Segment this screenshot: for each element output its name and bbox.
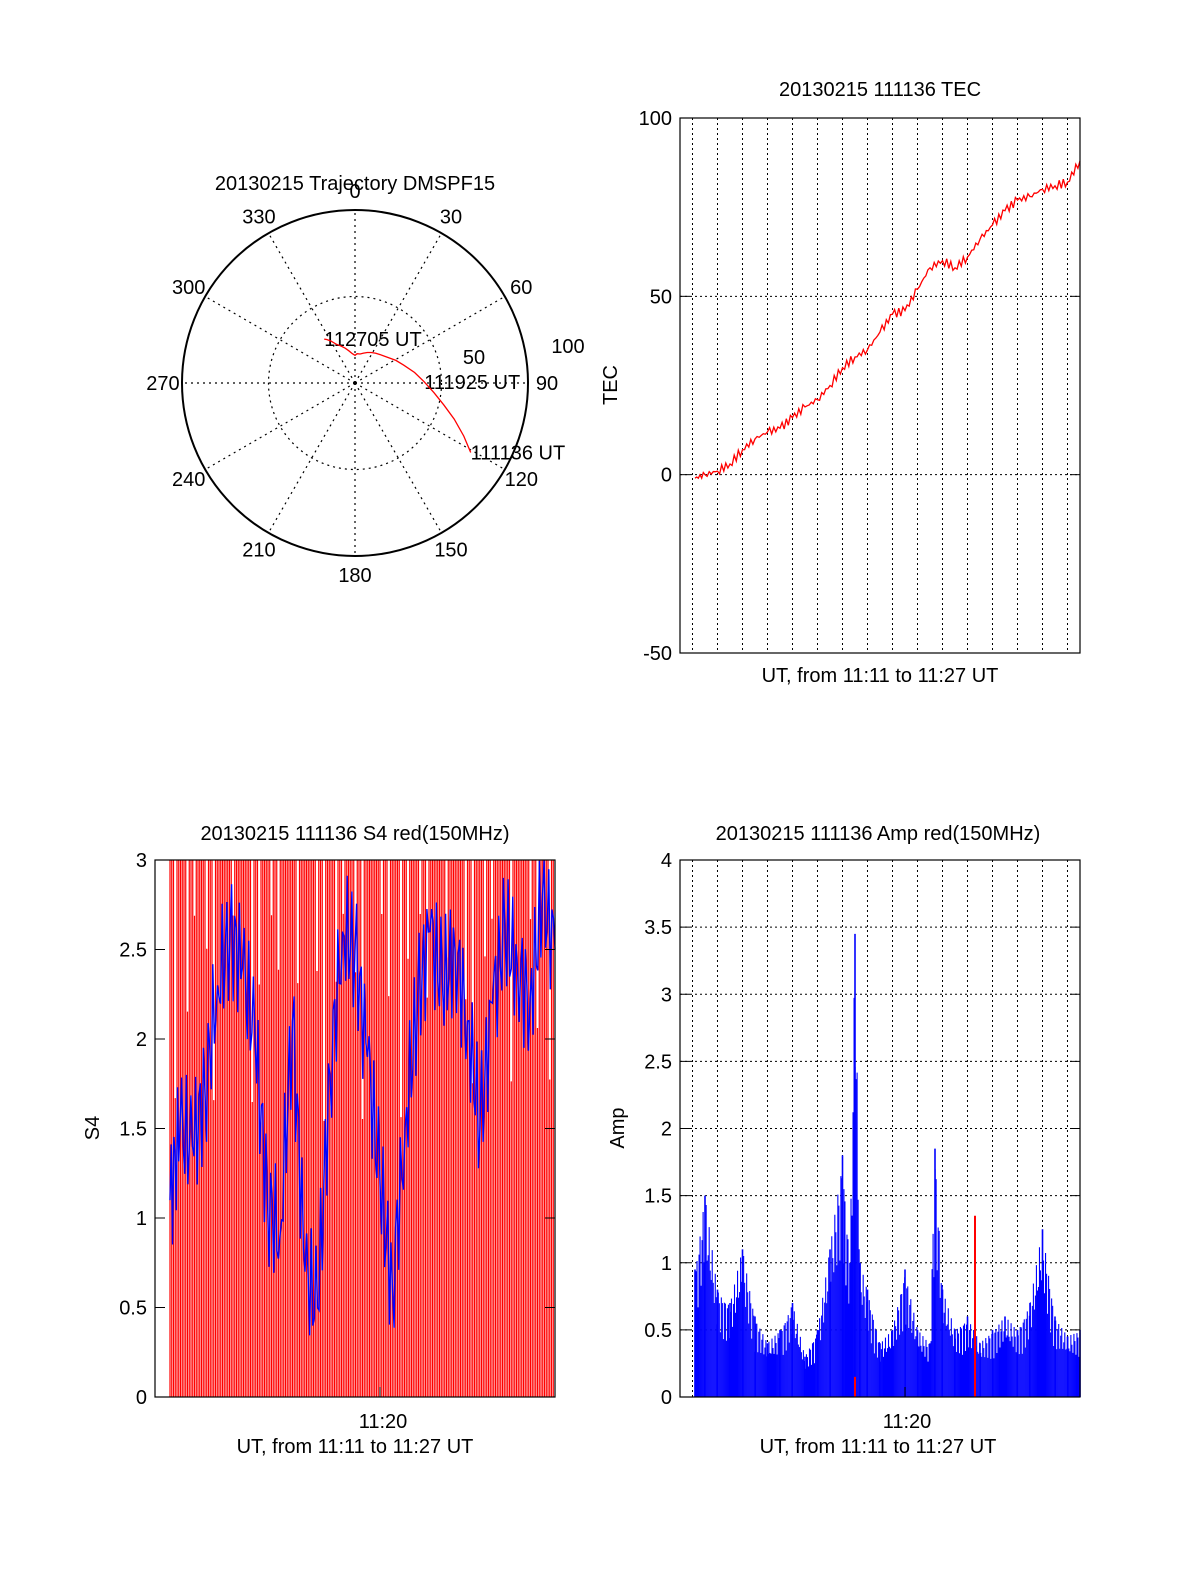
polar-time-annotation: 112705 UT [324,329,421,351]
polar-azimuth-label: 120 [505,469,538,491]
s4-ytick-label: 1 [136,1208,147,1230]
polar-time-annotation: 111136 UT [471,442,566,464]
polar-spoke [354,382,443,534]
s4-ytick-label: 0 [136,1387,147,1409]
polar-series [324,338,472,453]
polar-azimuth-label: 210 [242,539,275,561]
polar-time-annotation: 111925 UT [424,372,520,394]
polar-azimuth-label: 90 [536,373,558,395]
tec-xlabel: UT, from 11:11 to 11:27 UT [762,665,999,687]
tec-ytick-label: 100 [639,108,672,130]
polar-azimuth-label: 240 [172,469,205,491]
s4-ytick-label: 2.5 [119,940,147,962]
polar-azimuth-label: 0 [349,181,360,203]
tec-ytick-label: -50 [643,643,672,665]
tec-line [694,160,1081,481]
polar-azimuth-label: 30 [440,207,462,229]
polar-azimuth-label: 150 [434,539,467,561]
polar-spoke [354,295,506,384]
s4-title: 20130215 111136 S4 red(150MHz) [200,823,509,845]
s4-blue-line [169,859,556,1336]
polar-spoke [267,232,356,384]
tec-series [694,160,1081,481]
polar-azimuth-label: 60 [510,277,532,299]
s4-axes: 0 0.5 1 1.5 2 2.5 3 [119,850,556,1409]
polar-grid [181,209,529,557]
amp-ytick-label: 2.5 [644,1051,672,1073]
amp-ylabel: Amp [607,1107,629,1148]
amp-panel: 20130215 111136 Amp red(150MHz) 0 0.5 1 1.5… [607,823,1081,1458]
polar-radial-label: 100 [551,336,584,358]
polar-spoke [267,382,356,534]
s4-ytick-label: 0.5 [119,1298,147,1320]
amp-ytick-label: 4 [661,850,672,872]
s4-frame [154,859,556,1398]
polar-spoke [204,382,356,471]
polar-title: 20130215 Trajectory DMSPF15 [215,173,495,195]
s4-ytick-label: 1.5 [119,1119,147,1141]
polar-spoke [354,232,443,384]
polar-azimuth-label: 300 [172,277,205,299]
polar-radial-label: 50 [463,347,485,369]
amp-ytick-label: 0.5 [644,1320,672,1342]
tec-title: 20130215 111136 TEC [779,79,981,101]
polar-azimuth-label: 330 [242,207,275,229]
tec-axes: -50 0 50 100 [639,108,1081,665]
amp-ytick-label: 1 [661,1253,672,1275]
amp-xtick: 11:20 [883,1411,932,1433]
polar-trajectory-line [324,338,472,453]
amp-series [694,933,1081,1397]
polar-spoke [354,382,506,471]
amp-title: 20130215 111136 Amp red(150MHz) [716,823,1041,845]
amp-ytick-label: 1.5 [644,1186,672,1208]
s4-series [169,859,556,1397]
s4-ytick-label: 2 [136,1029,147,1051]
tec-panel: 20130215 111136 TEC -50 0 50 100 UT, from 1… [600,79,1081,687]
amp-frame [679,859,1081,1398]
amp-ytick-label: 2 [661,1119,672,1141]
tec-ytick-label: 50 [650,286,672,308]
polar-labels: 0 30 60 90 120 150 180 210 240 270 300 330 50 100 1127… [146,181,584,587]
polar-spoke [204,295,356,384]
amp-ytick-label: 0 [661,1387,672,1409]
polar-panel: 20130215 Trajectory DMSPF15 0 30 60 90 120 15… [146,173,584,587]
s4-xtick: 11:20 [359,1411,408,1433]
s4-ytick-label: 3 [136,850,147,872]
amp-xlabel: UT, from 11:11 to 11:27 UT [760,1436,997,1458]
amp-axes: 0 0.5 1 1.5 2 2.5 3 3.5 4 [644,850,1081,1409]
polar-azimuth-label: 270 [146,373,179,395]
s4-ylabel: S4 [82,1116,104,1140]
polar-outer-circle [181,209,529,557]
s4-xlabel: UT, from 11:11 to 11:27 UT [237,1436,474,1458]
polar-azimuth-label: 180 [338,565,371,587]
amp-ytick-label: 3.5 [644,917,672,939]
polar-inner-circle [267,295,443,471]
s4-panel: 20130215 111136 S4 red(150MHz) 0 0.5 1 1.5 2… [82,823,556,1458]
tec-ytick-label: 0 [661,465,672,487]
amp-ytick-label: 3 [661,984,672,1006]
tec-frame [679,117,1081,654]
tec-ylabel: TEC [600,365,622,405]
